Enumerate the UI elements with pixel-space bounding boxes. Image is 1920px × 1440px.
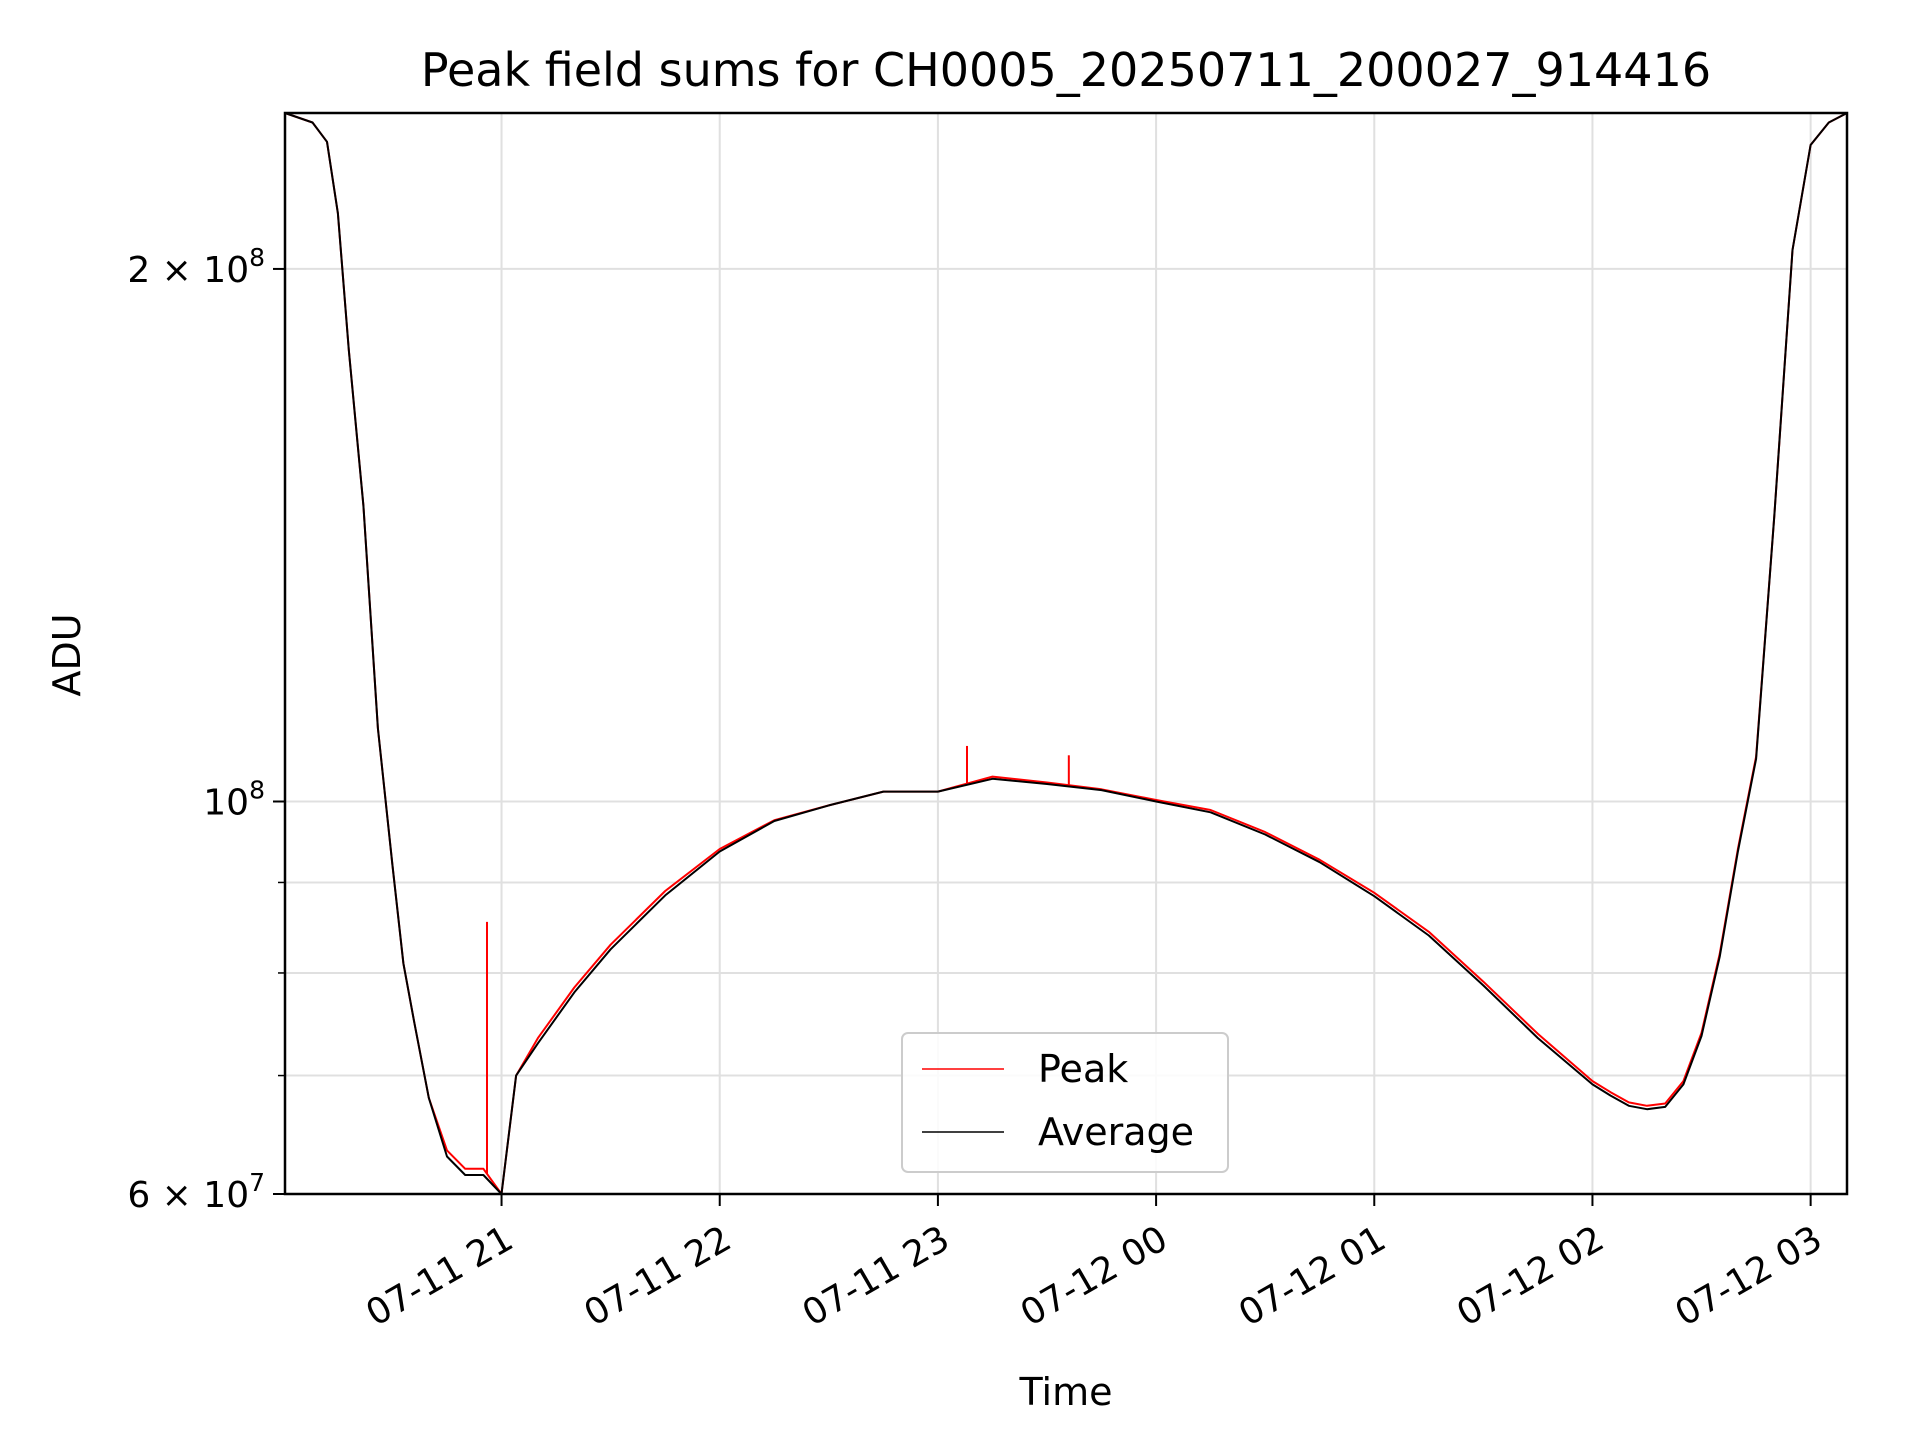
chart-title: Peak field sums for CH0005_20250711_2000… [421, 43, 1711, 97]
x-tick-label: 07-11 23 [796, 1218, 957, 1334]
x-axis-label: Time [1019, 1370, 1113, 1414]
y-tick-label: 2 × 108 [127, 243, 265, 291]
x-tick-label: 07-11 21 [359, 1218, 520, 1334]
legend-label-peak: Peak [1038, 1047, 1128, 1091]
grid-layer [285, 113, 1847, 1194]
legend: Peak Average [901, 1032, 1229, 1173]
y-tick-label: 108 [203, 776, 265, 824]
x-tick-label: 07-11 22 [578, 1218, 739, 1334]
series-line-average [284, 112, 1848, 1195]
x-tick-label: 07-12 03 [1668, 1218, 1829, 1334]
y-axis-label: ADU [45, 613, 89, 696]
legend-label-average: Average [1038, 1110, 1194, 1154]
legend-box [901, 1032, 1229, 1173]
x-tick-label: 07-12 02 [1450, 1218, 1611, 1334]
series-line-peak [284, 112, 1848, 1195]
x-tick-label: 07-12 01 [1232, 1218, 1393, 1334]
plot-frame [283, 111, 1849, 1196]
y-tick-label: 6 × 107 [127, 1168, 265, 1216]
x-tick-label: 07-12 00 [1014, 1218, 1175, 1334]
series-layer [284, 112, 1848, 1195]
